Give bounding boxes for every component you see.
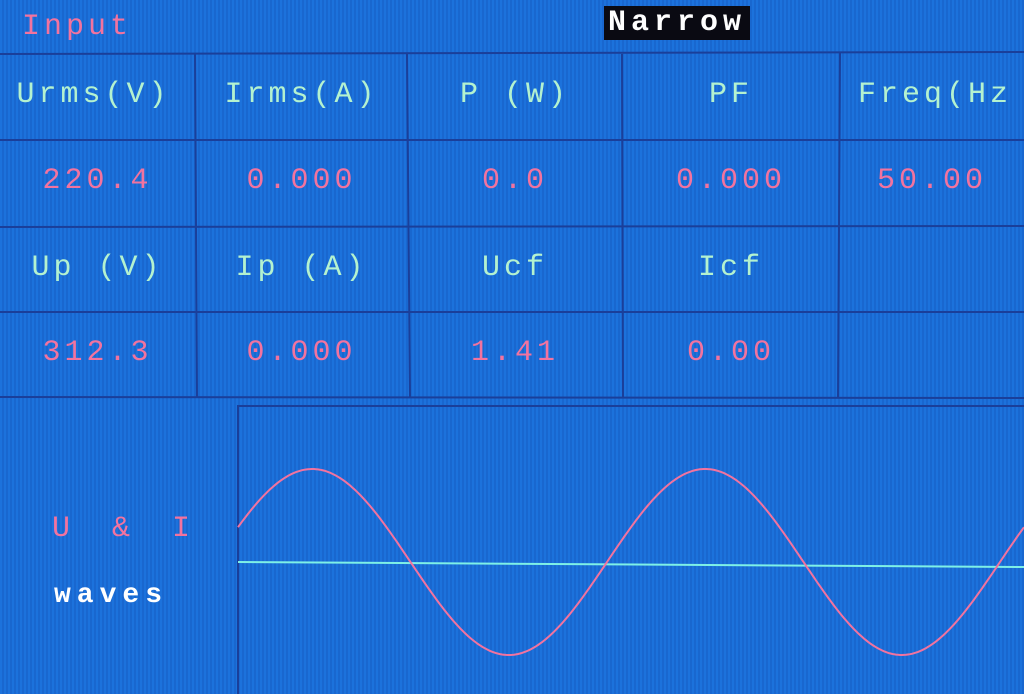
cell-value: 0.000 [246,164,357,198]
cell-value: 0.00 [686,336,775,370]
cell-value: 220.4 [42,164,153,198]
title: Input [22,10,133,44]
cell-label: Ucf [481,251,548,285]
cell-label: Ip (A) [235,251,368,285]
cell-value: 0.000 [675,164,786,198]
cell-label: Up (V) [31,251,164,285]
cell-label: Icf [697,251,764,285]
waves-label: U & I [52,512,203,546]
cell-label: P (W) [459,78,570,112]
cell-label: Freq(Hz [858,78,1013,112]
cell-value: 50.00 [876,164,987,198]
cell-value: 312.3 [42,336,153,370]
cell-value: 1.41 [470,336,559,370]
wave [237,468,1024,656]
cell-label: PF [708,78,753,112]
cell-value: 0.0 [481,164,548,198]
cell-value: 0.000 [246,336,357,370]
mode: Narrow [604,6,751,40]
cell-label: Irms(A) [224,78,379,112]
cell-label: Urms(V) [16,78,171,112]
waves-label: waves [54,580,169,611]
